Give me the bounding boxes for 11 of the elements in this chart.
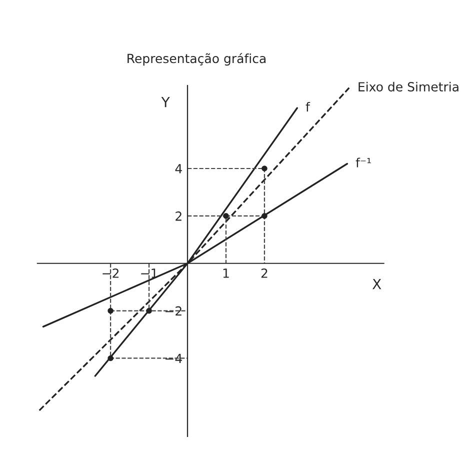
series-label: Eixo de Simetria [358, 82, 458, 92]
x-tick-label: −2 [102, 268, 119, 278]
series-label: f⁻¹ [356, 158, 371, 168]
y-tick-label: 2 [176, 211, 182, 221]
y-tick-label: 4 [175, 164, 182, 174]
x-axis-title: X [372, 278, 382, 290]
series-label: f [306, 102, 310, 112]
chart-title: Representação gráfica [128, 53, 266, 66]
x-tick-label: 1 [223, 268, 229, 278]
y-axis-title: Y [161, 97, 170, 108]
x-tick-label: 2 [261, 268, 268, 278]
